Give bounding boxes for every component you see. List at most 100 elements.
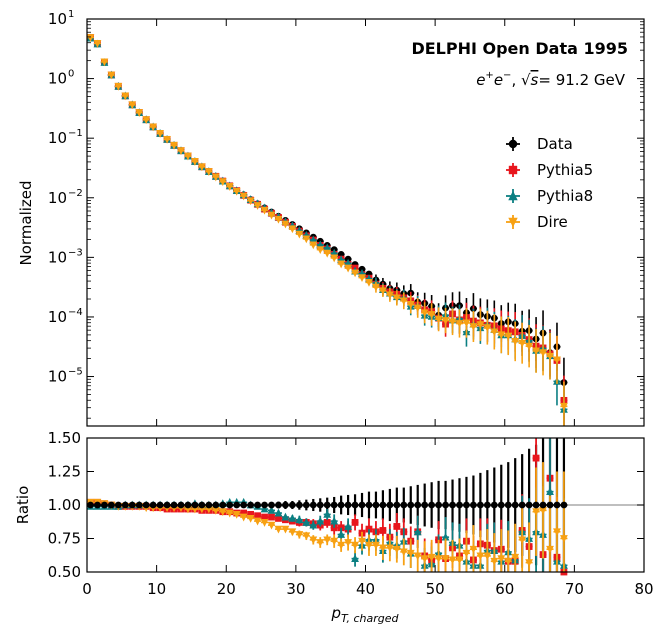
ratio-point-data <box>351 501 359 509</box>
main-point-dire <box>149 123 158 132</box>
ratio-point-dire <box>560 535 568 543</box>
legend: Data Pythia5 Pythia8 Dire <box>506 135 593 231</box>
main-point-dire <box>497 331 506 340</box>
ratio-point-dire <box>532 508 540 517</box>
main-point-dire <box>344 264 352 273</box>
main-point-dire <box>232 187 241 196</box>
ratio-point-data <box>435 501 443 509</box>
ratio-point-pythia8 <box>323 509 332 518</box>
ratio-point-dire <box>288 528 297 537</box>
ratio-point-dire <box>309 536 318 545</box>
main-point-dire <box>177 147 185 156</box>
main-point-dire <box>316 246 325 255</box>
ratio-y-tick-label: 1.25 <box>48 463 81 481</box>
ratio-point-dire <box>385 544 394 553</box>
main-y-tick-label: 10 <box>48 248 67 266</box>
ratio-x-axis-label: pT, charged <box>331 604 400 625</box>
main-point-dire <box>211 173 220 182</box>
legend-label-data: Data <box>537 135 573 153</box>
ratio-point-data <box>261 501 268 509</box>
main-point-dire <box>170 141 178 150</box>
main-point-dire <box>399 297 408 306</box>
main-point-dire <box>406 301 415 309</box>
main-point-dire <box>309 241 318 250</box>
legend-marker-data <box>508 139 518 149</box>
ratio-point-pythia5 <box>532 454 540 462</box>
main-point-dire <box>448 318 457 327</box>
ratio-point-data <box>107 501 115 509</box>
ratio-series-layer <box>86 438 644 576</box>
ratio-point-data <box>198 501 206 509</box>
ratio-point-pythia5 <box>379 527 387 534</box>
main-point-dire <box>455 320 464 328</box>
ratio-point-data <box>428 501 436 509</box>
ratio-point-data <box>483 501 491 509</box>
ratio-point-dire <box>490 557 499 566</box>
ratio-point-data <box>497 501 505 509</box>
main-point-dire <box>372 283 380 292</box>
ratio-point-data <box>525 501 533 509</box>
ratio-point-dire <box>546 545 554 554</box>
ratio-point-dire <box>483 552 492 561</box>
main-point-dire <box>218 178 227 187</box>
ratio-point-data <box>344 501 352 509</box>
main-point-dire <box>197 163 206 172</box>
ratio-point-data <box>177 501 185 509</box>
ratio-point-data <box>400 501 408 509</box>
main-y-tick-exponent: −2 <box>68 188 83 199</box>
chart-title: DELPHI Open Data 1995 <box>411 39 628 58</box>
ratio-point-dire <box>337 541 346 550</box>
ratio-point-data <box>101 501 108 509</box>
ratio-point-data <box>191 501 199 509</box>
main-point-dire <box>434 315 443 324</box>
ratio-point-dire <box>392 545 401 554</box>
main-y-tick-exponent: −5 <box>68 367 83 378</box>
ratio-point-data <box>456 501 463 509</box>
ratio-point-pythia5 <box>247 510 255 518</box>
main-point-dire <box>532 347 540 356</box>
ratio-point-dire <box>476 552 485 561</box>
ratio-point-pythia5 <box>323 519 331 526</box>
ratio-y-tick-label: 1.50 <box>48 429 81 447</box>
main-point-dire <box>163 135 171 144</box>
ratio-point-dire <box>351 541 359 550</box>
main-y-tick-label: 10 <box>48 368 67 386</box>
ratio-point-data <box>247 501 255 509</box>
main-point-dire <box>560 402 568 411</box>
ratio-y-tick-label: 0.50 <box>48 563 81 581</box>
ratio-point-dire <box>218 508 227 517</box>
ratio-point-data <box>386 501 394 509</box>
ratio-point-dire <box>525 559 534 568</box>
legend-marker-pythia5 <box>508 165 518 175</box>
main-point-dire <box>121 92 130 101</box>
ratio-point-dire <box>344 539 352 547</box>
main-y-tick-label: 10 <box>48 308 67 326</box>
ratio-point-dire <box>399 548 408 557</box>
main-point-dire <box>490 328 499 337</box>
ratio-point-dire <box>316 539 325 547</box>
main-point-dire <box>253 202 262 210</box>
ratio-point-data <box>226 501 234 509</box>
subtitle-sep: , √ <box>511 71 531 89</box>
main-point-dire <box>225 183 234 191</box>
ratio-point-dire <box>413 552 422 561</box>
ratio-axis-ticks: 0.50 0.75 1.00 1.25 1.50 0 10 20 30 40 50 60 70 80 <box>48 429 654 598</box>
ratio-point-data <box>114 501 122 509</box>
ratio-point-dire <box>406 549 415 558</box>
main-y-tick-label: 10 <box>48 189 67 207</box>
ratio-point-data <box>379 501 387 509</box>
ratio-point-data <box>268 501 275 509</box>
ratio-point-data <box>511 501 519 509</box>
ratio-point-data <box>254 501 261 509</box>
ratio-point-data <box>539 501 547 509</box>
ratio-point-pythia5 <box>275 515 282 522</box>
ratio-point-data <box>442 501 449 509</box>
ratio-point-pythia8 <box>302 518 311 526</box>
ratio-point-dire <box>295 531 304 539</box>
main-y-tick-exponent: 1 <box>68 9 74 20</box>
main-point-dire <box>358 274 366 283</box>
ratio-point-dire <box>462 549 471 558</box>
ratio-point-data <box>337 501 345 509</box>
main-point-dire <box>302 235 311 244</box>
ratio-point-data <box>449 501 456 509</box>
